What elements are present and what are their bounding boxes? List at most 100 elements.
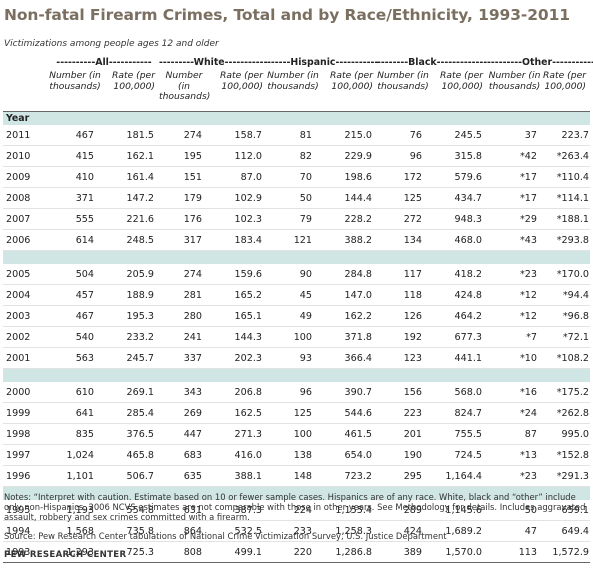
cell-other-rate: 649.4 <box>542 520 591 542</box>
cell-other-number: *23 <box>487 465 543 487</box>
cell-hispanic-number: 100 <box>267 423 319 445</box>
cell-black-rate: 724.5 <box>429 444 488 466</box>
cell-other-number: 87 <box>487 423 543 445</box>
crime-table: ----------All----------- ---------White-… <box>3 55 593 563</box>
cell-other-number: 37 <box>487 125 543 146</box>
cell-all-number: 371 <box>49 187 101 209</box>
cell-black-rate: 755.5 <box>429 423 488 445</box>
cell-all-rate: 195.3 <box>101 305 159 327</box>
cell-hispanic-number: 220 <box>267 541 319 563</box>
cell-black-rate: 568.0 <box>429 382 488 403</box>
table-row: 1998 835 376.5 447 271.3 100 461.5 201 755.5 87 99… <box>3 423 591 445</box>
cell-other-number: 50 <box>487 500 543 521</box>
cell-year: 2007 <box>3 208 49 230</box>
cell-white-rate: 499.1 <box>209 541 267 563</box>
cell-hispanic-rate: 366.4 <box>319 347 377 369</box>
cell-hispanic-number: 125 <box>267 402 319 424</box>
cell-other-number: *43 <box>487 229 543 251</box>
cell-black-rate: 424.8 <box>429 284 488 306</box>
cell-black-number: 190 <box>377 444 429 466</box>
cell-black-number: 126 <box>377 305 429 327</box>
cell-white-number: 241 <box>159 326 209 348</box>
cell-white-rate: 87.0 <box>209 166 267 188</box>
cell-other-rate: *262.8 <box>542 402 591 424</box>
cell-all-number: 1,293 <box>49 541 101 563</box>
cell-all-number: 467 <box>49 125 101 146</box>
cell-other-rate: *94.4 <box>542 284 591 306</box>
cell-other-number: 47 <box>487 520 543 542</box>
cell-white-number: 281 <box>159 284 209 306</box>
group-white: ---------White----------- <box>159 56 268 68</box>
table-row: 2003 467 195.3 280 165.1 49 162.2 126 464.2 *12 *9… <box>3 305 591 327</box>
cell-other-number: *24 <box>487 402 543 424</box>
cell-hispanic-rate: 284.8 <box>319 264 377 285</box>
cell-white-number: 176 <box>159 208 209 230</box>
cell-other-rate: 995.0 <box>542 423 591 445</box>
cell-white-rate: 102.9 <box>209 187 267 209</box>
cell-white-number: 274 <box>159 125 209 146</box>
cell-other-number: *10 <box>487 347 543 369</box>
cell-other-rate: *293.8 <box>542 229 591 251</box>
cell-year: 2002 <box>3 326 49 348</box>
cell-white-number: 280 <box>159 305 209 327</box>
cell-black-number: 123 <box>377 347 429 369</box>
cell-hispanic-rate: 1,155.4 <box>319 500 377 521</box>
table-row: 2000 610 269.1 343 206.8 96 390.7 156 568.0 *16 *1… <box>3 382 591 403</box>
cell-all-rate: 269.1 <box>101 382 159 403</box>
cell-other-rate: *263.4 <box>542 145 591 167</box>
cell-white-number: 337 <box>159 347 209 369</box>
cell-other-rate: *96.8 <box>542 305 591 327</box>
cell-year: 2008 <box>3 187 49 209</box>
cell-all-rate: 376.5 <box>101 423 159 445</box>
cell-other-number: *13 <box>487 444 543 466</box>
cell-hispanic-rate: 1,258.3 <box>319 520 377 542</box>
group-black: --------Black------------- <box>377 56 488 68</box>
cell-all-number: 610 <box>49 382 101 403</box>
cell-year: 2000 <box>3 382 49 403</box>
col-rate: Rate (per 100,000) <box>219 70 263 92</box>
cell-hispanic-number: 81 <box>267 125 319 146</box>
cell-hispanic-rate: 388.2 <box>319 229 377 251</box>
cell-white-rate: 388.1 <box>209 465 267 487</box>
table-row: 2004 457 188.9 281 165.2 45 147.0 118 424.8 *12 *9… <box>3 284 591 306</box>
cell-hispanic-number: 82 <box>267 145 319 167</box>
cell-black-number: 192 <box>377 326 429 348</box>
col-number: Number (in thousands) <box>159 70 211 102</box>
cell-all-rate: 725.3 <box>101 541 159 563</box>
cell-black-rate: 1,164.4 <box>429 465 488 487</box>
cell-all-number: 457 <box>49 284 101 306</box>
cell-all-rate: 735.8 <box>101 520 159 542</box>
cell-year: 2001 <box>3 347 49 369</box>
table-row: 2010 415 162.1 195 112.0 82 229.9 96 315.8 *42 *26… <box>3 145 591 167</box>
cell-white-number: 179 <box>159 187 209 209</box>
cell-other-number: *23 <box>487 264 543 285</box>
cell-other-rate: *114.1 <box>542 187 591 209</box>
table-row: 1996 1,101 506.7 635 388.1 148 723.2 295 1,164.4… <box>3 465 591 487</box>
page-title: Non-fatal Firearm Crimes, Total and by R… <box>4 6 570 24</box>
col-rate: Rate (per 100,000) <box>439 70 484 92</box>
cell-white-number: 683 <box>159 444 209 466</box>
cell-hispanic-number: 138 <box>267 444 319 466</box>
table-row: 1993 1,293 725.3 808 499.1 220 1,286.8 389 1,570… <box>3 541 591 563</box>
cell-other-rate: *175.2 <box>542 382 591 403</box>
cell-other-number: *7 <box>487 326 543 348</box>
cell-black-rate: 948.3 <box>429 208 488 230</box>
cell-white-number: 317 <box>159 229 209 251</box>
cell-all-number: 563 <box>49 347 101 369</box>
cell-other-rate: *188.1 <box>542 208 591 230</box>
table-row: 2009 410 161.4 151 87.0 70 198.6 172 579.6 *17 *11… <box>3 166 591 188</box>
group-hispanic: ------Hispanic----------- <box>267 56 379 68</box>
cell-hispanic-number: 96 <box>267 382 319 403</box>
table-row: 2008 371 147.2 179 102.9 50 144.4 125 434.7 *17 *1… <box>3 187 591 209</box>
cell-other-number: *29 <box>487 208 543 230</box>
cell-black-number: 125 <box>377 187 429 209</box>
table-row: 2002 540 233.2 241 144.3 100 371.8 192 677.3 *7 *7… <box>3 326 591 348</box>
col-number: Number (in thousands) <box>377 70 429 92</box>
cell-black-rate: 468.0 <box>429 229 488 251</box>
cell-hispanic-rate: 162.2 <box>319 305 377 327</box>
column-header-row: Number (in thousands) Rate (per 100,000)… <box>3 69 590 112</box>
cell-all-rate: 221.6 <box>101 208 159 230</box>
group-all: ----------All----------- <box>56 56 152 68</box>
cell-black-number: 424 <box>377 520 429 542</box>
cell-hispanic-number: 224 <box>267 500 319 521</box>
